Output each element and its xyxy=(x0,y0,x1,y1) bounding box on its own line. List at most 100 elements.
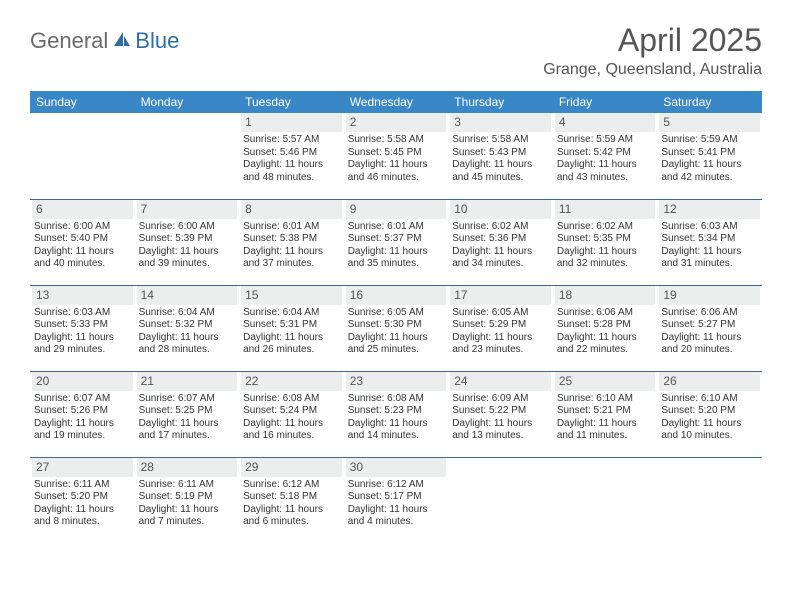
day-detail: Sunrise: 6:12 AMSunset: 5:17 PMDaylight:… xyxy=(346,479,447,529)
calendar-day-cell: 18 Sunrise: 6:06 AMSunset: 5:28 PMDayligh… xyxy=(553,285,658,371)
day-detail: Sunrise: 5:57 AMSunset: 5:46 PMDaylight:… xyxy=(241,134,342,184)
calendar-day-cell: 8Sunrise: 6:01 AMSunset: 5:38 PMDaylight… xyxy=(239,199,344,285)
day-detail: Sunrise: 6:02 AMSunset: 5:36 PMDaylight:… xyxy=(450,221,551,271)
day-number: 12 xyxy=(659,200,760,219)
day-detail: Sunrise: 6:07 AMSunset: 5:25 PMDaylight:… xyxy=(137,393,238,443)
day-detail: Sunrise: 5:59 AMSunset: 5:42 PMDaylight:… xyxy=(555,134,656,184)
calendar-day-cell: 13Sunrise: 6:03 AMSunset: 5:33 PMDayligh… xyxy=(30,285,135,371)
day-number: 21 xyxy=(137,372,238,391)
calendar-day-cell xyxy=(135,113,240,199)
day-detail: Sunrise: 6:00 AMSunset: 5:39 PMDaylight:… xyxy=(137,221,238,271)
day-detail: Sunrise: 6:04 AMSunset: 5:32 PMDaylight:… xyxy=(137,307,238,357)
calendar-day-cell xyxy=(553,457,658,543)
day-detail: Sunrise: 6:10 AMSunset: 5:21 PMDaylight:… xyxy=(555,393,656,443)
day-detail: Sunrise: 6:12 AMSunset: 5:18 PMDaylight:… xyxy=(241,479,342,529)
day-number: 1 xyxy=(241,113,342,132)
day-number: 5 xyxy=(659,113,760,132)
calendar-week-row: 13Sunrise: 6:03 AMSunset: 5:33 PMDayligh… xyxy=(30,285,762,371)
day-number: 28 xyxy=(137,458,238,477)
weekday-header: Sunday xyxy=(30,91,135,113)
day-number: 24 xyxy=(450,372,551,391)
calendar-day-cell: 15 Sunrise: 6:04 AMSunset: 5:31 PMDayligh… xyxy=(239,285,344,371)
calendar-day-cell: 23Sunrise: 6:08 AMSunset: 5:23 PMDayligh… xyxy=(344,371,449,457)
day-number: 17 xyxy=(450,286,551,305)
calendar-day-cell: 25 Sunrise: 6:10 AMSunset: 5:21 PMDayligh… xyxy=(553,371,658,457)
day-number: 14 xyxy=(137,286,238,305)
day-detail: Sunrise: 6:06 AMSunset: 5:28 PMDaylight:… xyxy=(555,307,656,357)
calendar-day-cell: 6 Sunrise: 6:00 AMSunset: 5:40 PMDaylight… xyxy=(30,199,135,285)
calendar-day-cell xyxy=(30,113,135,199)
calendar-day-cell: 28Sunrise: 6:11 AMSunset: 5:19 PMDayligh… xyxy=(135,457,240,543)
day-detail: Sunrise: 6:02 AMSunset: 5:35 PMDaylight:… xyxy=(555,221,656,271)
title-block: April 2025 Grange, Queensland, Australia xyxy=(543,22,762,85)
day-number: 16 xyxy=(346,286,447,305)
calendar-day-cell: 17 Sunrise: 6:05 AMSunset: 5:29 PMDayligh… xyxy=(448,285,553,371)
logo: General Blue xyxy=(30,22,179,54)
day-detail: Sunrise: 6:08 AMSunset: 5:23 PMDaylight:… xyxy=(346,393,447,443)
calendar-week-row: 27Sunrise: 6:11 AMSunset: 5:20 PMDayligh… xyxy=(30,457,762,543)
day-detail: Sunrise: 6:08 AMSunset: 5:24 PMDaylight:… xyxy=(241,393,342,443)
day-number: 20 xyxy=(32,372,133,391)
calendar-day-cell: 27Sunrise: 6:11 AMSunset: 5:20 PMDayligh… xyxy=(30,457,135,543)
day-number: 13 xyxy=(32,286,133,305)
calendar-week-row: 1 Sunrise: 5:57 AMSunset: 5:46 PMDaylight… xyxy=(30,113,762,199)
calendar-week-row: 20Sunrise: 6:07 AMSunset: 5:26 PMDayligh… xyxy=(30,371,762,457)
day-number: 11 xyxy=(555,200,656,219)
calendar-page: General Blue April 2025 Grange, Queensla… xyxy=(0,0,792,563)
day-number: 30 xyxy=(346,458,447,477)
logo-sail-icon xyxy=(112,30,132,53)
calendar-day-cell: 19 Sunrise: 6:06 AMSunset: 5:27 PMDayligh… xyxy=(657,285,762,371)
weekday-header: Friday xyxy=(553,91,658,113)
day-detail: Sunrise: 5:58 AMSunset: 5:43 PMDaylight:… xyxy=(450,134,551,184)
calendar-day-cell: 29 Sunrise: 6:12 AMSunset: 5:18 PMDayligh… xyxy=(239,457,344,543)
calendar-day-cell: 7 Sunrise: 6:00 AMSunset: 5:39 PMDaylight… xyxy=(135,199,240,285)
calendar-day-cell xyxy=(657,457,762,543)
calendar-day-cell: 14 Sunrise: 6:04 AMSunset: 5:32 PMDayligh… xyxy=(135,285,240,371)
calendar-day-cell: 9 Sunrise: 6:01 AMSunset: 5:37 PMDaylight… xyxy=(344,199,449,285)
weekday-header: Thursday xyxy=(448,91,553,113)
day-number: 27 xyxy=(32,458,133,477)
calendar-day-cell: 1 Sunrise: 5:57 AMSunset: 5:46 PMDaylight… xyxy=(239,113,344,199)
day-number: 6 xyxy=(32,200,133,219)
day-number: 29 xyxy=(241,458,342,477)
day-number: 26 xyxy=(659,372,760,391)
day-number: 18 xyxy=(555,286,656,305)
calendar-day-cell: 3 Sunrise: 5:58 AMSunset: 5:43 PMDaylight… xyxy=(448,113,553,199)
calendar-day-cell: 16 Sunrise: 6:05 AMSunset: 5:30 PMDayligh… xyxy=(344,285,449,371)
day-detail: Sunrise: 5:59 AMSunset: 5:41 PMDaylight:… xyxy=(659,134,760,184)
calendar-day-cell: 22 Sunrise: 6:08 AMSunset: 5:24 PMDayligh… xyxy=(239,371,344,457)
calendar-week-row: 6 Sunrise: 6:00 AMSunset: 5:40 PMDaylight… xyxy=(30,199,762,285)
day-detail: Sunrise: 6:01 AMSunset: 5:37 PMDaylight:… xyxy=(346,221,447,271)
day-number: 3 xyxy=(450,113,551,132)
location: Grange, Queensland, Australia xyxy=(543,61,762,79)
day-detail: Sunrise: 6:01 AMSunset: 5:38 PMDaylight:… xyxy=(241,221,342,271)
day-number: 7 xyxy=(137,200,238,219)
day-number: 22 xyxy=(241,372,342,391)
weekday-header: Saturday xyxy=(657,91,762,113)
day-detail: Sunrise: 6:04 AMSunset: 5:31 PMDaylight:… xyxy=(241,307,342,357)
day-detail: Sunrise: 6:00 AMSunset: 5:40 PMDaylight:… xyxy=(32,221,133,271)
calendar-day-cell: 30 Sunrise: 6:12 AMSunset: 5:17 PMDayligh… xyxy=(344,457,449,543)
day-detail: Sunrise: 6:05 AMSunset: 5:29 PMDaylight:… xyxy=(450,307,551,357)
calendar-day-cell: 4Sunrise: 5:59 AMSunset: 5:42 PMDaylight… xyxy=(553,113,658,199)
day-detail: Sunrise: 5:58 AMSunset: 5:45 PMDaylight:… xyxy=(346,134,447,184)
logo-blue-text: Blue xyxy=(135,28,179,54)
logo-general-text: General xyxy=(30,28,108,54)
day-detail: Sunrise: 6:05 AMSunset: 5:30 PMDaylight:… xyxy=(346,307,447,357)
month-title: April 2025 xyxy=(543,22,762,59)
calendar-day-cell xyxy=(448,457,553,543)
day-number: 19 xyxy=(659,286,760,305)
day-number: 15 xyxy=(241,286,342,305)
day-detail: Sunrise: 6:03 AMSunset: 5:34 PMDaylight:… xyxy=(659,221,760,271)
calendar-day-cell: 10 Sunrise: 6:02 AMSunset: 5:36 PMDayligh… xyxy=(448,199,553,285)
day-number: 2 xyxy=(346,113,447,132)
day-detail: Sunrise: 6:09 AMSunset: 5:22 PMDaylight:… xyxy=(450,393,551,443)
day-number: 25 xyxy=(555,372,656,391)
day-number: 10 xyxy=(450,200,551,219)
calendar-day-cell: 24 Sunrise: 6:09 AMSunset: 5:22 PMDayligh… xyxy=(448,371,553,457)
weekday-header: Wednesday xyxy=(344,91,449,113)
calendar-day-cell: 2 Sunrise: 5:58 AMSunset: 5:45 PMDaylight… xyxy=(344,113,449,199)
calendar-table: Sunday Monday Tuesday Wednesday Thursday… xyxy=(30,91,762,543)
day-number: 9 xyxy=(346,200,447,219)
day-detail: Sunrise: 6:06 AMSunset: 5:27 PMDaylight:… xyxy=(659,307,760,357)
